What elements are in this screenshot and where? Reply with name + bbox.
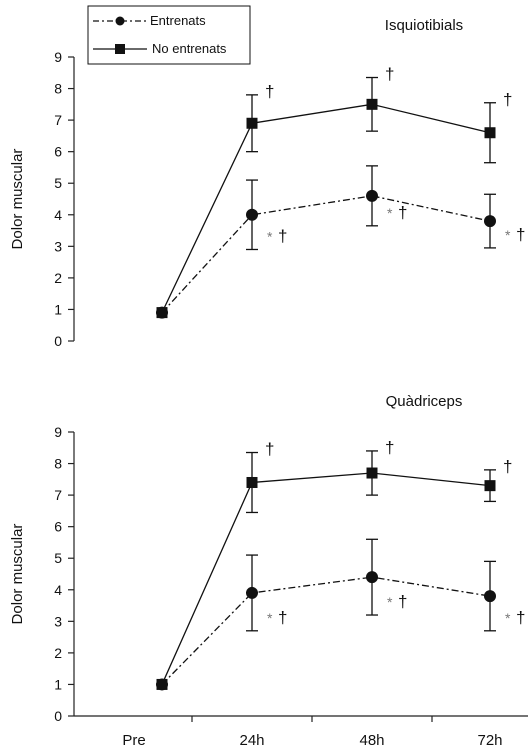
chart-title: Quàdriceps [386,393,463,410]
significance-star: * [387,205,393,221]
y-tick-label: 4 [54,582,62,598]
significance-dagger: † [265,440,274,459]
data-point-no-entrenats [484,480,496,492]
y-tick-label: 2 [54,645,62,661]
data-point-entrenats [484,590,496,603]
y-tick-label: 2 [54,270,62,286]
y-tick-label: 8 [54,81,62,97]
y-tick-label: 9 [54,49,62,65]
y-tick-label: 7 [54,112,62,128]
x-axis-labels: Pre 24h 48h 72h [74,715,528,749]
y-tick-label: 8 [54,456,62,472]
y-tick-label: 5 [54,550,62,566]
y-tick-label: 0 [54,333,62,349]
y-tick-label: 1 [54,301,62,317]
significance-dagger: † [398,203,407,222]
legend: Entrenats No entrenats [87,5,251,65]
significance-dagger: † [503,457,512,476]
data-point-entrenats [246,586,258,599]
y-tick-label: 6 [54,144,62,160]
series-line-no-entrenats [161,472,491,685]
significance-dagger: † [278,608,287,627]
y-tick-label: 0 [54,708,62,724]
x-tick-label: 72h [477,732,502,749]
y-axis-label: Dolor muscular [9,149,26,250]
significance-dagger: † [385,438,394,457]
significance-star: * [505,610,511,626]
data-point-no-entrenats [156,307,168,319]
significance-dagger: † [265,82,274,101]
data-point-no-entrenats [246,117,258,129]
significance-dagger: † [398,592,407,611]
panel-isquiotibials: Isquiotibials Dolor muscular 0 1 2 3 4 5 6 7 8 9 * † *… [9,17,525,349]
y-tick-label: 3 [54,613,62,629]
data-point-no-entrenats [366,467,378,479]
y-tick-label: 9 [54,424,62,440]
legend-square-marker [115,44,125,54]
legend-label-entrenats: Entrenats [150,13,206,28]
y-tick-label: 3 [54,238,62,254]
significance-dagger: † [385,65,394,84]
data-point-entrenats [484,215,496,228]
significance-dagger: † [503,90,512,109]
legend-box [87,5,251,65]
y-tick-label: 4 [54,207,62,223]
data-point-entrenats [366,189,378,202]
panel-quadriceps: Quàdriceps Dolor muscular 0 1 2 3 4 5 6 7 8 9 * † * † * †… [9,393,525,724]
legend-item-entrenats: Entrenats [93,13,206,28]
series-line-entrenats [161,195,491,314]
legend-circle-marker [115,16,125,26]
y-axis-label: Dolor muscular [9,524,26,625]
data-point-no-entrenats [156,678,168,690]
x-tick-label: Pre [122,732,145,749]
x-tick-label: 48h [359,732,384,749]
series-line-entrenats [161,576,491,685]
significance-star: * [267,228,273,244]
significance-dagger: † [278,226,287,245]
data-point-no-entrenats [366,98,378,110]
significance-dagger: † [516,608,525,627]
significance-star: * [505,227,511,243]
data-point-entrenats [246,208,258,221]
data-point-entrenats [366,571,378,584]
legend-item-no-entrenats: No entrenats [93,41,227,56]
significance-star: * [267,610,273,626]
significance-star: * [387,594,393,610]
data-point-no-entrenats [484,127,496,139]
y-tick-label: 5 [54,175,62,191]
data-point-no-entrenats [246,476,258,488]
y-tick-label: 7 [54,487,62,503]
significance-dagger: † [516,225,525,244]
y-tick-label: 6 [54,519,62,535]
series-line-no-entrenats [161,103,491,313]
y-tick-label: 1 [54,676,62,692]
x-tick-label: 24h [239,732,264,749]
legend-label-no-entrenats: No entrenats [152,41,227,56]
chart-title: Isquiotibials [385,17,463,34]
